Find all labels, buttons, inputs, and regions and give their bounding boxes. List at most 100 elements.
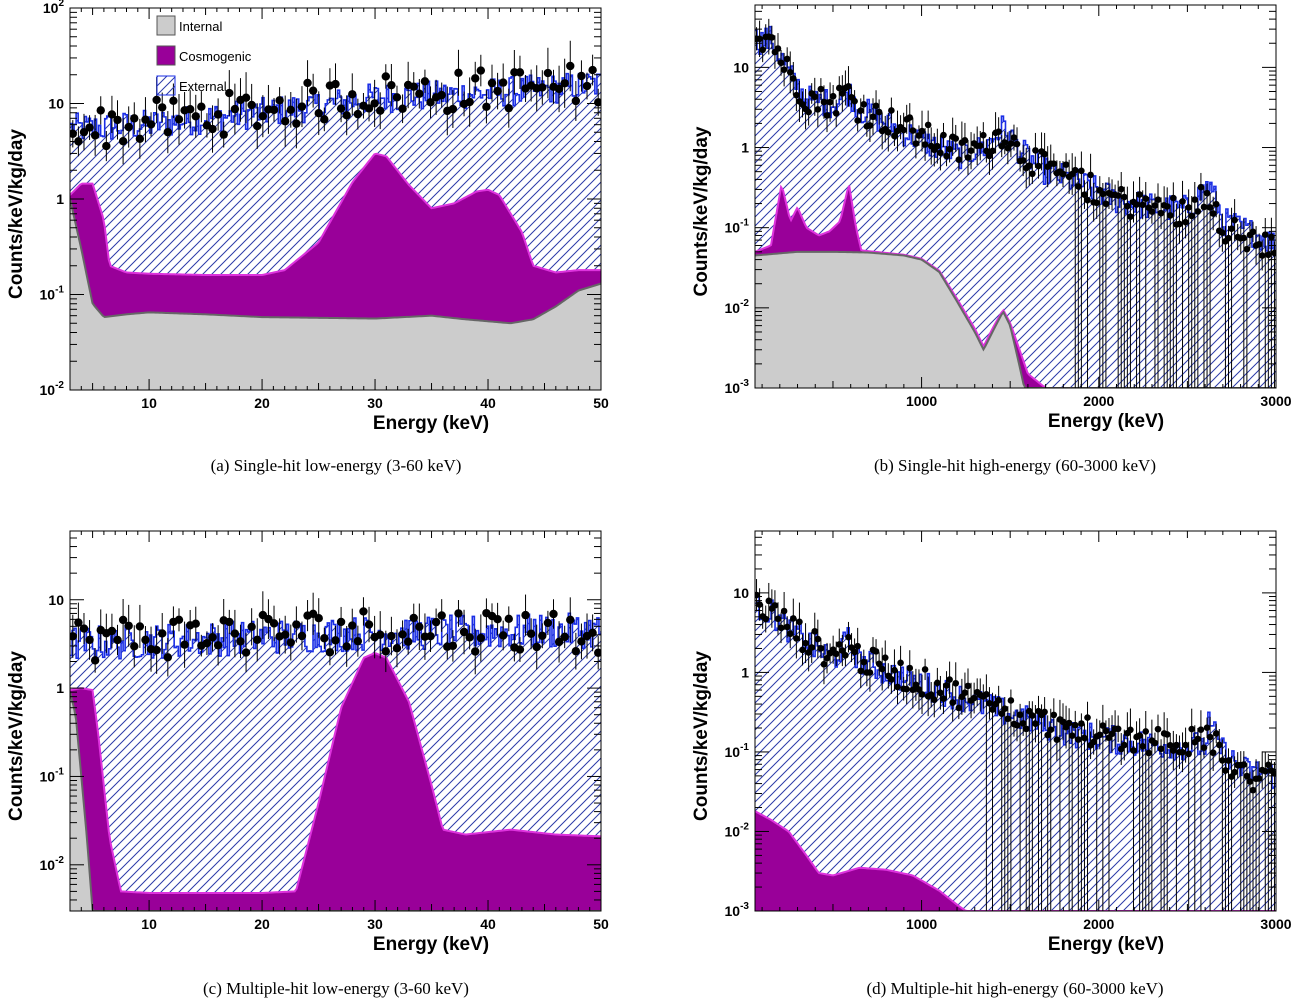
data-point <box>1145 749 1153 757</box>
data-point <box>1071 721 1079 729</box>
data-point <box>325 648 335 657</box>
data-point <box>1170 194 1177 202</box>
data-point <box>370 99 379 108</box>
data-point <box>1271 249 1276 257</box>
data-point <box>970 694 978 702</box>
data-point <box>96 106 105 115</box>
data-point <box>174 615 184 625</box>
y-tick-label: 1 <box>741 664 749 680</box>
data-point <box>937 149 944 157</box>
plot-area <box>70 591 601 911</box>
data-point <box>912 140 920 147</box>
data-point <box>1157 209 1165 217</box>
panel-caption: (d) Multiple-hit high-energy (60-3000 ke… <box>866 979 1163 998</box>
series-internal-line <box>70 198 601 325</box>
data-point <box>381 72 391 81</box>
x-tick-label: 40 <box>480 916 496 932</box>
data-point <box>1032 720 1039 727</box>
plot-frame <box>754 530 1277 912</box>
data-point <box>1243 245 1251 253</box>
data-point <box>594 98 601 107</box>
data-point <box>854 117 861 124</box>
data-point <box>1035 162 1042 170</box>
data-point <box>1029 170 1036 178</box>
data-point <box>79 127 89 137</box>
data-point <box>878 665 886 673</box>
data-point <box>292 620 301 629</box>
data-point <box>225 88 234 98</box>
data-point <box>955 156 963 164</box>
data-point <box>426 631 435 641</box>
data-point <box>70 632 77 641</box>
data-point <box>202 638 212 648</box>
data-point <box>1203 724 1211 732</box>
data-point <box>521 610 530 620</box>
data-point <box>949 699 956 706</box>
data-point <box>964 154 972 161</box>
data-point <box>756 601 763 608</box>
data-point <box>420 77 430 86</box>
data-point <box>163 127 173 137</box>
data-point <box>1200 203 1208 211</box>
data-point <box>107 626 117 636</box>
data-point <box>918 691 926 698</box>
data-point <box>331 79 340 89</box>
data-point <box>308 86 318 95</box>
data-point <box>437 90 446 100</box>
data-point <box>793 635 800 642</box>
data-point <box>191 619 200 628</box>
y-tick-label: 10-3 <box>725 901 750 919</box>
panel-caption: (b) Single-hit high-energy (60-3000 keV) <box>874 456 1156 475</box>
data-point <box>465 97 474 107</box>
data-point <box>1222 767 1229 774</box>
data-point <box>1087 171 1094 179</box>
data-point <box>943 152 950 160</box>
data-point <box>320 634 329 643</box>
y-tick-label: 10 <box>48 592 64 608</box>
legend: Internal Cosmogenic External <box>156 15 252 96</box>
data-point <box>1249 786 1257 794</box>
data-point <box>286 105 295 115</box>
data-point <box>236 637 245 646</box>
data-point <box>225 617 234 627</box>
data-point <box>891 132 898 140</box>
data-point <box>826 98 834 106</box>
x-axis-title: Energy (keV) <box>1048 934 1164 955</box>
data-point <box>924 121 932 129</box>
panel-caption: (a) Single-hit low-energy (3-60 keV) <box>211 456 462 475</box>
data-point <box>79 624 89 633</box>
plot-area <box>755 579 1276 911</box>
data-point <box>297 102 307 111</box>
data-point <box>961 136 969 144</box>
data-point <box>213 110 223 119</box>
x-tick-label: 40 <box>480 395 496 411</box>
data-point <box>808 644 815 651</box>
data-point <box>1053 736 1061 743</box>
data-point <box>995 696 1002 704</box>
data-point <box>1084 196 1091 204</box>
data-point <box>989 147 996 155</box>
data-point <box>1170 747 1177 754</box>
data-point <box>543 68 553 78</box>
data-point <box>398 104 407 113</box>
series-data-points <box>755 18 1276 388</box>
data-point <box>158 103 167 112</box>
data-point <box>796 618 803 626</box>
data-point <box>538 631 547 640</box>
data-point <box>790 75 797 82</box>
data-point <box>582 81 592 91</box>
data-point <box>504 614 513 624</box>
data-point <box>1001 705 1009 712</box>
data-point <box>376 630 385 639</box>
data-point <box>934 142 941 150</box>
data-point <box>471 74 480 83</box>
data-point <box>1148 208 1156 215</box>
series-cosmogenic-line <box>70 152 601 277</box>
data-point <box>1154 725 1162 733</box>
data-point <box>1142 195 1150 202</box>
data-point <box>786 69 794 76</box>
data-point <box>930 696 938 704</box>
data-point <box>213 641 223 650</box>
data-point <box>1075 736 1082 743</box>
data-point <box>952 135 960 142</box>
